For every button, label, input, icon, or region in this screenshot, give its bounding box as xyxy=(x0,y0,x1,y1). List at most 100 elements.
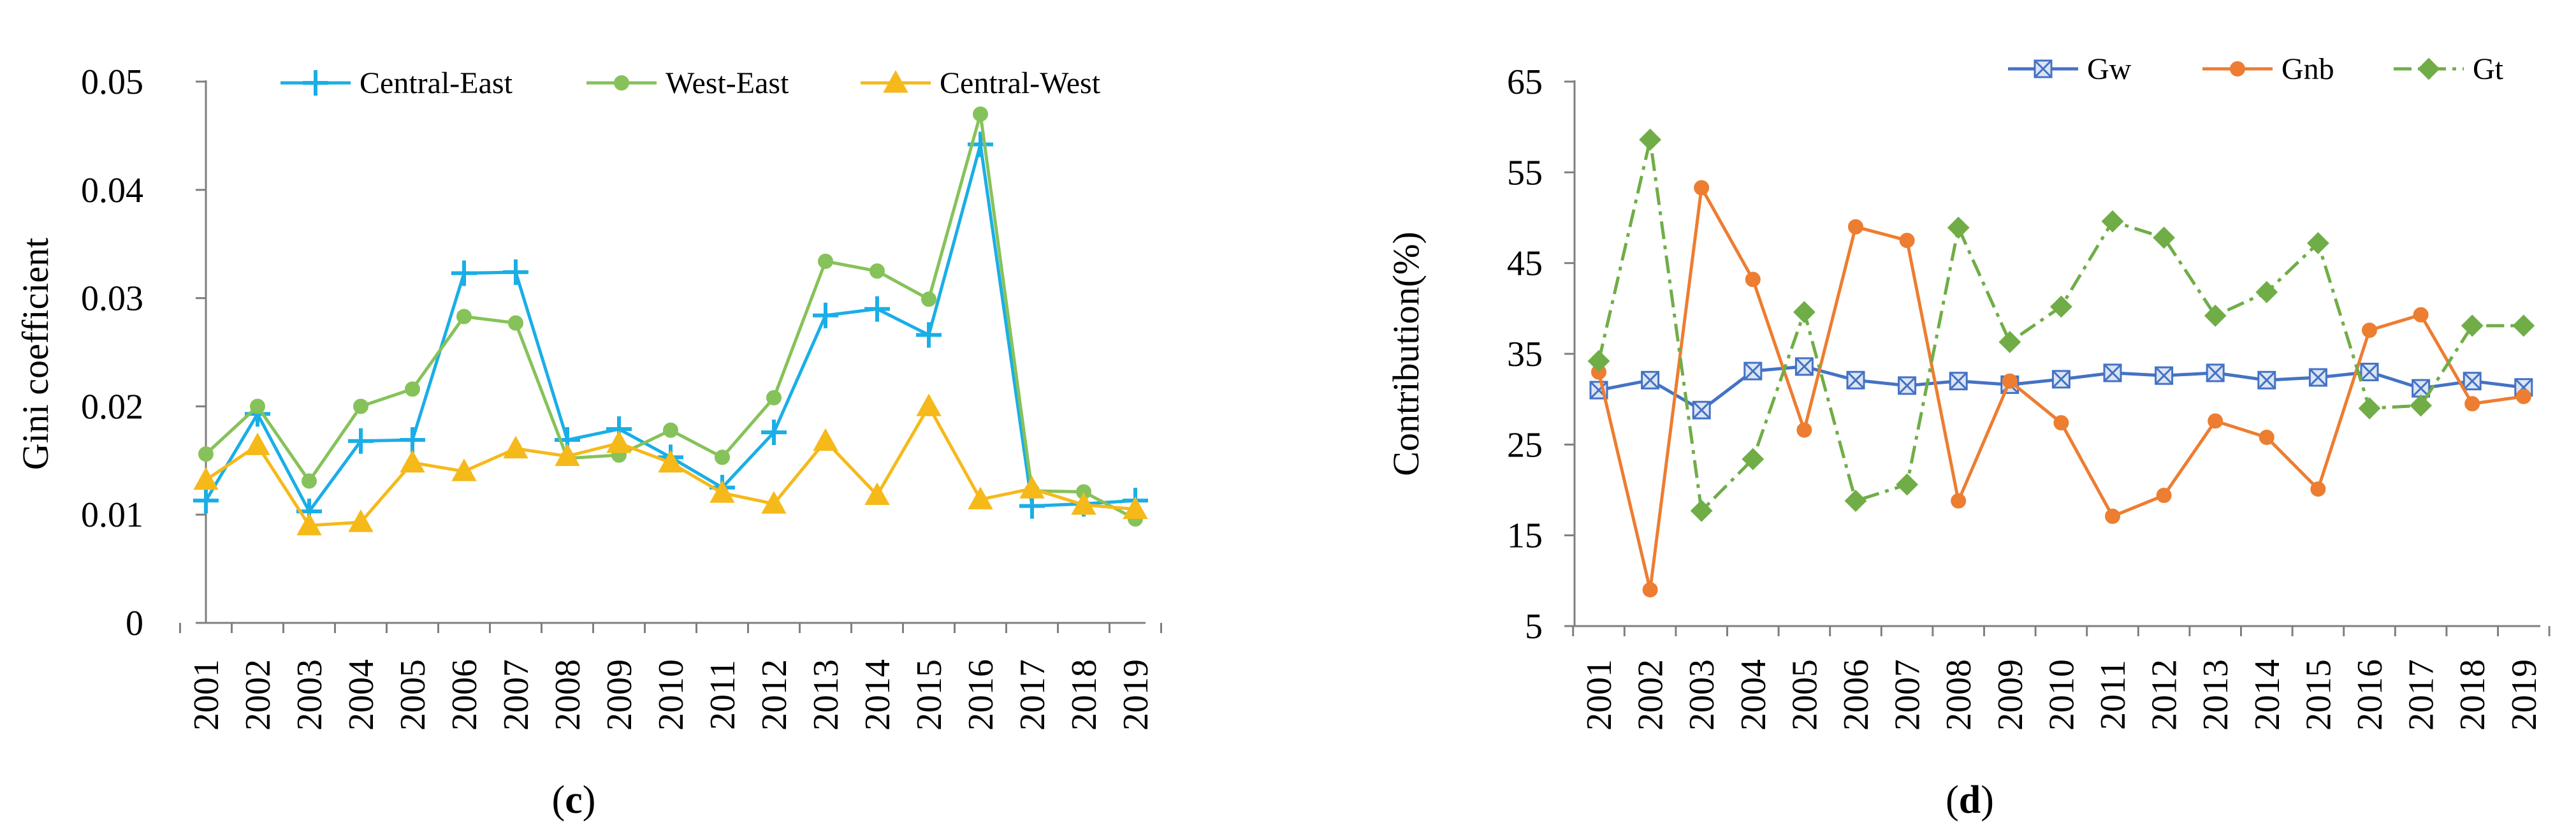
x-tick-label: 2003 xyxy=(290,659,330,731)
gnb-point xyxy=(1951,493,1967,509)
gt-point xyxy=(2358,397,2381,420)
west-east-point xyxy=(250,398,265,414)
gw-point-cross xyxy=(1898,376,1916,395)
gnb-point xyxy=(1745,272,1761,288)
x-tick-label: 2006 xyxy=(445,659,484,731)
x-tick-label: 2012 xyxy=(755,659,794,731)
caption-close: ) xyxy=(583,778,596,822)
x-tick-label: 2003 xyxy=(1682,659,1722,731)
x-tick-label: 2011 xyxy=(2093,660,2133,730)
central-east-point xyxy=(916,322,942,348)
gnb-point xyxy=(2310,481,2326,497)
caption-close: ) xyxy=(1981,778,1994,822)
x-tick-label: 2018 xyxy=(2453,659,2492,731)
gnb-point xyxy=(1642,582,1658,598)
chart-c: 0 0.01 0.02 0.03 0.04 0.05 2001 2002 2003 2004 200… xyxy=(15,62,1162,822)
legend-central-west-label: Central-West xyxy=(940,66,1101,100)
gnb-point xyxy=(2259,429,2274,445)
gnb-point xyxy=(1796,422,1812,438)
x-tick-label: 2004 xyxy=(1734,659,1773,731)
central-west-point xyxy=(400,449,425,473)
legend-gnb-label: Gnb xyxy=(2281,52,2334,86)
y-tick-label: 0.02 xyxy=(81,387,143,427)
central-west-point xyxy=(245,432,270,455)
x-tick-label: 2004 xyxy=(342,659,381,731)
gnb-point xyxy=(2208,413,2223,429)
central-west-point xyxy=(1019,476,1045,499)
gnb-point xyxy=(2002,373,2018,389)
gt-point xyxy=(2204,304,2227,327)
central-west-point xyxy=(348,509,374,532)
central-west-point xyxy=(1071,492,1096,515)
gw-point-cross xyxy=(2103,363,2122,382)
legend-gnb-point xyxy=(2230,61,2245,77)
west-east-point xyxy=(973,106,988,122)
x-tick-label: 2017 xyxy=(2402,659,2441,731)
x-tick-label: 2016 xyxy=(2350,659,2390,731)
central-west-point xyxy=(503,435,528,459)
x-tick-label: 2001 xyxy=(187,659,226,731)
gnb-point xyxy=(2105,508,2120,524)
gnb-line xyxy=(1597,186,2524,592)
central-west-point xyxy=(1123,496,1148,520)
central-west-point xyxy=(658,449,683,473)
central-west-point xyxy=(451,458,477,481)
x-tick-label: 2019 xyxy=(2505,659,2544,731)
x-tick-label: 2006 xyxy=(1837,659,1876,731)
x-tick-label: 2009 xyxy=(600,659,639,731)
caption-open: ( xyxy=(552,778,565,822)
y-tick-label: 15 xyxy=(1507,516,1543,556)
x-tick-label: 2013 xyxy=(2196,659,2236,731)
gnb-point xyxy=(2362,322,2377,338)
legend-central-east-label: Central-East xyxy=(360,66,513,100)
central-west-point xyxy=(709,480,735,503)
gw-point-cross xyxy=(2463,372,2482,390)
x-tick-label: 2018 xyxy=(1065,659,1104,731)
west-east-point xyxy=(508,315,523,331)
gt-point xyxy=(2410,394,2433,417)
caption-open: ( xyxy=(1946,778,1959,822)
central-west-point xyxy=(296,513,322,536)
west-east-point xyxy=(663,422,678,438)
y-tick-label: 0.01 xyxy=(81,495,143,535)
gw-point-cross xyxy=(2206,363,2225,382)
x-tick-label: 2008 xyxy=(548,659,588,731)
gt-point xyxy=(1998,331,2021,353)
x-tick-label: 2002 xyxy=(1631,659,1671,731)
x-tick-label: 2015 xyxy=(2299,659,2338,731)
y-tick-label: 0.04 xyxy=(81,171,143,210)
gnb-point xyxy=(2515,388,2531,404)
chart-caption: (c) xyxy=(552,778,596,822)
y-tick-label: 0.03 xyxy=(81,279,143,319)
gw-point-cross xyxy=(2309,368,2327,387)
west-east-point xyxy=(921,291,936,307)
chart-caption: (d) xyxy=(1946,778,1994,822)
x-tick-label: 2008 xyxy=(1939,659,1979,731)
gw-point-cross xyxy=(1846,371,1865,390)
central-east-point xyxy=(193,488,219,514)
legend-gw-point-cross xyxy=(2034,59,2053,78)
west-east-point xyxy=(818,253,833,269)
gw-point-cross xyxy=(1743,361,1762,381)
y-tick-label: 5 xyxy=(1525,607,1543,646)
central-west-point xyxy=(916,393,942,416)
x-tick-label: 2010 xyxy=(651,659,691,731)
gt-point xyxy=(1587,349,1610,372)
legend-gt-label: Gt xyxy=(2473,52,2504,86)
central-east-point xyxy=(864,296,890,322)
x-tick-label: 2009 xyxy=(1991,659,2030,731)
central-east-point xyxy=(761,420,787,446)
west-east-point xyxy=(870,263,885,279)
central-west-point xyxy=(864,482,890,506)
central-west-point xyxy=(813,428,838,451)
west-east-point xyxy=(198,446,214,462)
x-tick-label: 2014 xyxy=(2248,659,2287,731)
gnb-point xyxy=(1899,233,1915,249)
chart-d: 5 15 25 35 45 55 65 2001 2002 2003 2004 2005 2006 200… xyxy=(1385,52,2551,822)
y-tick-label: 55 xyxy=(1507,153,1543,193)
x-tick-label: 2010 xyxy=(2042,659,2081,731)
gt-point xyxy=(1896,473,1919,496)
gw-point-cross xyxy=(1641,371,1659,390)
gt-point xyxy=(2461,314,2484,337)
x-tick-label: 2016 xyxy=(961,659,1001,731)
